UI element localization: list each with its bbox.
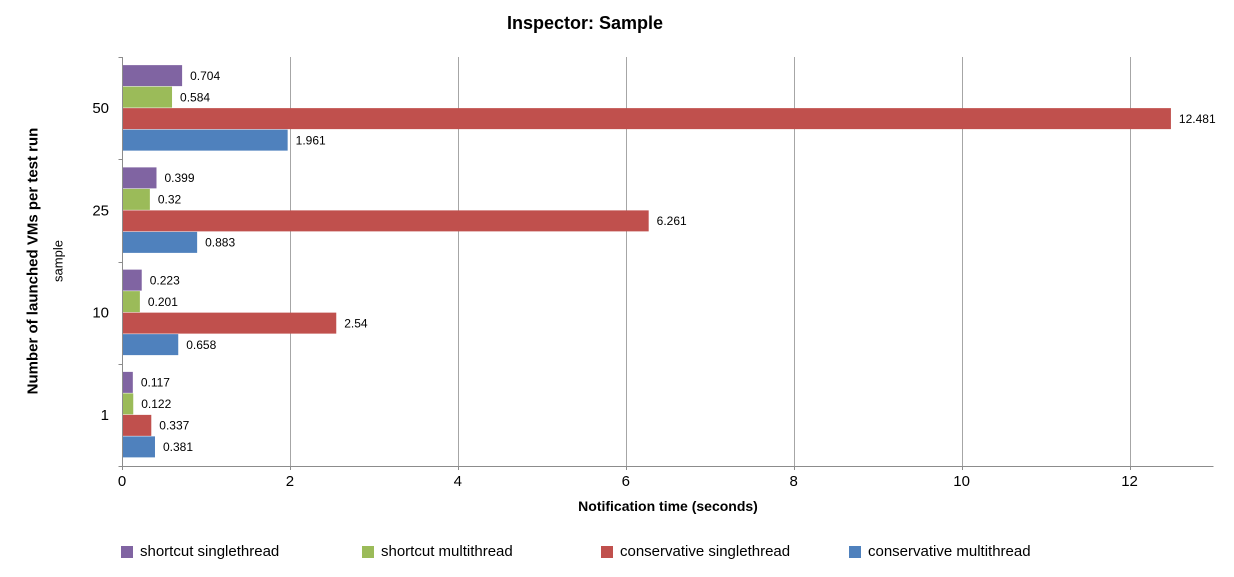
bar xyxy=(123,269,142,291)
category-label: 10 xyxy=(92,305,109,322)
legend-item: shortcut multithread xyxy=(362,543,513,560)
legend-item: conservative singlethread xyxy=(601,543,790,560)
bar-value-label: 0.223 xyxy=(150,273,180,287)
bar-value-label: 2.54 xyxy=(344,316,368,330)
x-axis-title: Notification time (seconds) xyxy=(578,498,758,514)
x-tick-label: 10 xyxy=(953,473,970,490)
category-label: 25 xyxy=(92,202,109,219)
bar-value-label: 6.261 xyxy=(657,214,687,228)
x-tick-label: 12 xyxy=(1121,473,1138,490)
x-tick-label: 6 xyxy=(622,473,630,490)
bar xyxy=(123,210,649,232)
bar xyxy=(123,334,179,356)
legend-label: shortcut singlethread xyxy=(140,543,280,560)
bar-value-label: 0.658 xyxy=(186,338,216,352)
bar xyxy=(123,414,152,436)
legend-item: conservative multithread xyxy=(849,543,1031,560)
x-tick-label: 8 xyxy=(790,473,798,490)
category-label: 50 xyxy=(92,100,109,117)
legend-swatch xyxy=(121,545,133,558)
x-tick-label: 4 xyxy=(454,473,462,490)
legend-swatch xyxy=(601,545,613,558)
bar xyxy=(123,167,157,189)
category-label: 1 xyxy=(101,407,109,424)
bar-value-label: 0.32 xyxy=(158,193,182,207)
bar xyxy=(123,65,183,87)
bar-value-label: 0.584 xyxy=(180,90,210,104)
x-tick-label: 0 xyxy=(118,473,126,490)
bar xyxy=(123,188,150,210)
bar-value-label: 12.481 xyxy=(1179,112,1216,126)
bar xyxy=(123,436,155,458)
legend-item: shortcut singlethread xyxy=(121,543,279,560)
bar-value-label: 0.883 xyxy=(205,236,235,250)
bar xyxy=(123,291,140,313)
bar-value-label: 0.381 xyxy=(163,440,193,454)
bar xyxy=(123,108,1171,130)
bar xyxy=(123,312,337,334)
bar-value-label: 0.399 xyxy=(165,171,195,185)
legend-swatch xyxy=(362,545,374,558)
chart-title: Inspector: Sample xyxy=(506,13,664,33)
bar-value-label: 0.337 xyxy=(159,419,189,433)
bar xyxy=(123,231,198,253)
bar-value-label: 0.122 xyxy=(141,397,171,411)
bar xyxy=(123,129,288,151)
bar-value-label: 0.704 xyxy=(190,69,220,83)
bar xyxy=(123,371,133,393)
bar xyxy=(123,393,134,415)
legend-label: shortcut multithread xyxy=(381,543,513,560)
y-axis-subtitle: sample xyxy=(50,240,66,282)
legend-label: conservative multithread xyxy=(868,543,1031,560)
legend-label: conservative singlethread xyxy=(620,543,791,560)
y-axis-title: Number of launched VMs per test run xyxy=(24,127,42,395)
x-tick-label: 2 xyxy=(286,473,294,490)
bar-value-label: 0.117 xyxy=(141,376,170,390)
legend-swatch xyxy=(849,545,861,558)
bar-value-label: 0.201 xyxy=(148,295,178,309)
bar-value-label: 1.961 xyxy=(296,133,326,147)
bar xyxy=(123,86,173,108)
